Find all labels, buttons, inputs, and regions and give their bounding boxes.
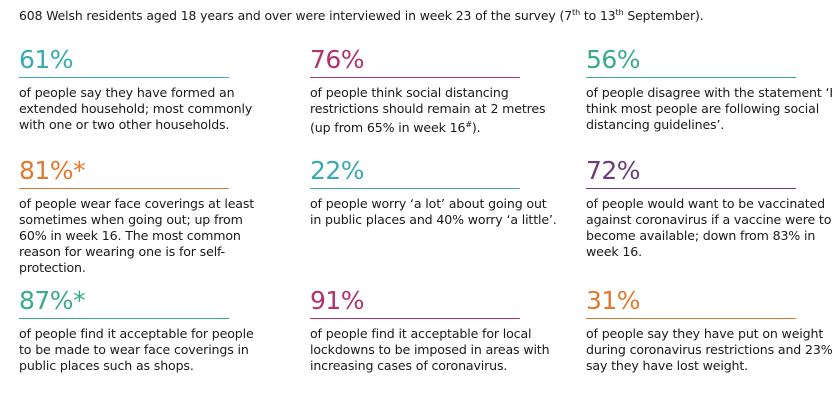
stat-local-lockdowns: 91% of people find it acceptable for loc… <box>310 287 550 374</box>
stat-divider <box>19 188 229 189</box>
stat-description: of people think social distancing restri… <box>310 85 546 136</box>
stat-percentage: 87%* <box>19 286 86 315</box>
stat-divider <box>19 77 229 78</box>
stat-divider <box>586 77 796 78</box>
stat-face-coverings-wear: 81%* of people wear face coverings at le… <box>19 157 259 276</box>
stat-weight-change: 31% of people say they have put on weigh… <box>586 286 833 374</box>
intro-text: 608 Welsh residents aged 18 years and ov… <box>19 8 704 24</box>
stat-divider <box>310 188 520 189</box>
stat-percentage: 91% <box>310 286 365 315</box>
stat-divider <box>586 188 796 189</box>
stat-description: of people disagree with the statement ‘I… <box>586 85 833 132</box>
stat-social-distancing-2m: 76% of people think social distancing re… <box>310 46 550 136</box>
stat-extended-household: 61% of people say they have formed an ex… <box>19 46 259 133</box>
stat-percentage: 72% <box>586 156 641 185</box>
stat-percentage: 81%* <box>19 156 86 185</box>
stat-divider <box>310 77 520 78</box>
stat-face-coverings-acceptable: 87%* of people find it acceptable for pe… <box>19 287 259 374</box>
stat-description: of people say they have formed an extend… <box>19 85 253 132</box>
stat-percentage: 61% <box>19 45 74 74</box>
stat-description: of people say they have put on weight du… <box>586 326 833 373</box>
stat-description: of people wear face coverings at least s… <box>19 196 255 275</box>
stat-percentage: 22% <box>310 156 365 185</box>
stat-guidelines-disagree: 56% of people disagree with the statemen… <box>586 45 833 133</box>
stat-description: of people would want to be vaccinated ag… <box>586 196 832 259</box>
stat-worry-public-places: 22% of people worry ‘a lot’ about going … <box>310 156 557 228</box>
stat-description: of people find it acceptable for people … <box>19 326 254 373</box>
stat-divider <box>586 318 796 319</box>
stat-description: of people find it acceptable for local l… <box>310 326 550 373</box>
stat-description: of people worry ‘a lot’ about going out … <box>310 196 557 227</box>
stat-divider <box>310 318 520 319</box>
stat-percentage: 56% <box>586 45 641 74</box>
stat-percentage: 76% <box>310 45 365 74</box>
stat-divider <box>19 318 229 319</box>
stat-percentage: 31% <box>586 286 641 315</box>
stat-vaccination: 72% of people would want to be vaccinate… <box>586 156 831 260</box>
